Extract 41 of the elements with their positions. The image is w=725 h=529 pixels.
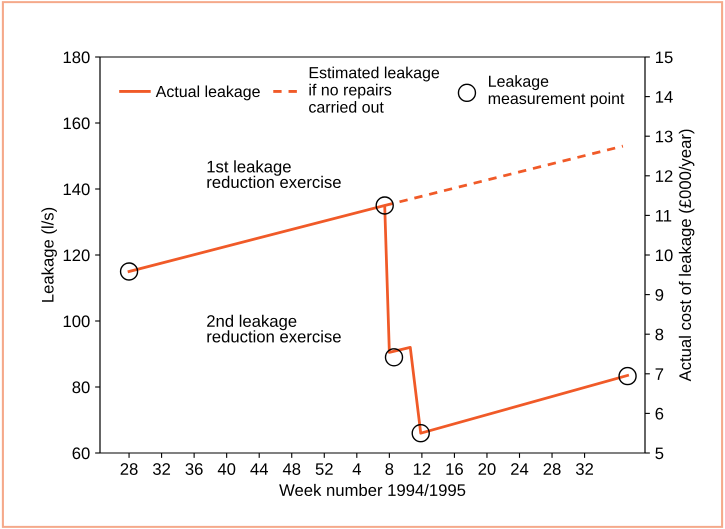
x-tick-label: 8: [385, 463, 394, 475]
x-tick-label: 12: [414, 463, 430, 475]
y-tick-label: 180: [64, 51, 90, 64]
x-tick-label: 28: [544, 463, 561, 475]
y2-axis-title: Actual cost of leakage (£000/year): [678, 130, 694, 382]
annotation: 1st leakage reduction exercise: [207, 160, 341, 188]
y-tick-label: 120: [64, 249, 90, 262]
y-tick-label: 100: [64, 315, 90, 328]
y-axis-title: Leakage (l/s): [41, 208, 57, 302]
y2-tick-label: 9: [656, 289, 664, 301]
y2-tick-label: 15: [656, 52, 673, 64]
x-tick-label: 32: [576, 463, 594, 475]
y2-tick-label: 7: [656, 368, 664, 380]
y2-tick-label: 10: [656, 249, 673, 262]
x-tick-label: 20: [478, 463, 496, 475]
y2-tick-label: 8: [655, 328, 664, 340]
y-tick-label: 140: [64, 183, 90, 196]
y2-tick-label: 6: [656, 408, 664, 420]
x-tick-label: 32: [152, 463, 170, 475]
y2-tick-label: 11: [656, 210, 672, 222]
x-tick-label: 28: [120, 463, 138, 475]
x-tick-label: 40: [218, 463, 236, 475]
x-tick-label: 4: [352, 463, 361, 475]
y2-tick-label: 12: [656, 170, 672, 182]
legend-label: Leakage measurement point: [488, 75, 624, 108]
y-tick-label: 160: [64, 117, 90, 130]
y-tick-label: 80: [72, 381, 90, 394]
legend-label: Actual leakage: [156, 85, 260, 100]
x-tick-label: 52: [316, 463, 333, 475]
annotation: 2nd leakage reduction exercise: [207, 314, 341, 342]
y-tick-label: 60: [72, 447, 90, 460]
x-tick-label: 24: [511, 463, 528, 475]
y2-tick-label: 13: [656, 130, 673, 142]
x-tick-label: 48: [282, 463, 300, 475]
x-tick-label: 36: [185, 463, 203, 475]
x-tick-label: 16: [446, 463, 463, 475]
x-tick-label: 44: [250, 463, 268, 475]
y2-tick-label: 5: [655, 448, 664, 460]
y2-tick-label: 14: [656, 91, 673, 103]
x-axis-title: Week number 1994/1995: [279, 484, 466, 496]
legend-label: Estimated leakage if no repairs carried out: [309, 66, 440, 113]
